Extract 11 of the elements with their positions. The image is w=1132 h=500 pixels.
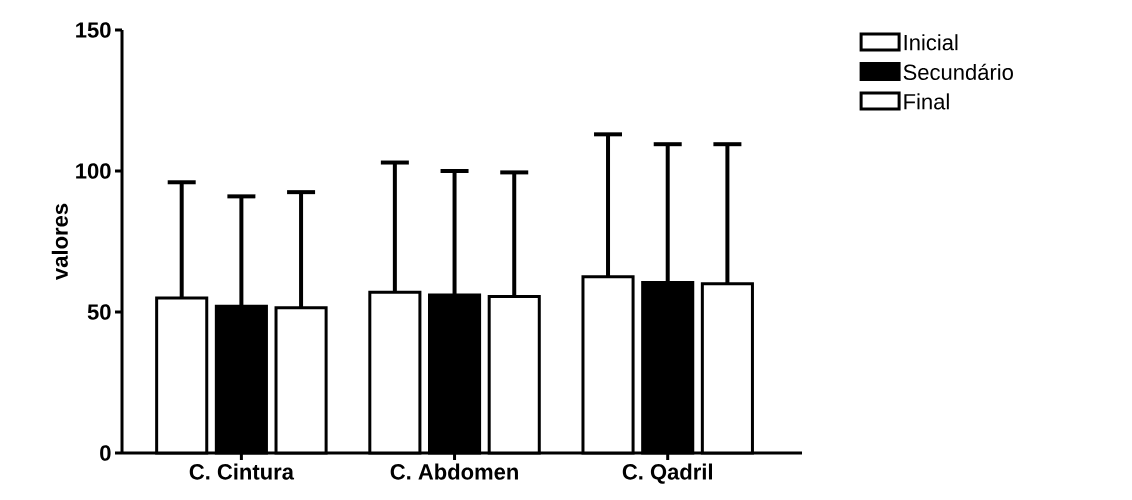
x-tick-label: C. Abdomen <box>390 463 518 480</box>
y-tick-label: 0 <box>100 445 111 461</box>
y-tick-label: 100 <box>76 163 111 179</box>
y-tick-label: 50 <box>87 304 111 320</box>
x-tick-label: C. Cintura <box>189 463 295 480</box>
legend-label: Secundário <box>903 63 1013 81</box>
legend-label: Inicial <box>904 34 958 51</box>
y-axis-title: valores <box>51 203 68 280</box>
legend-label: Final <box>904 93 949 110</box>
x-tick-label: C. Qadril <box>622 463 712 484</box>
y-tick-label: 150 <box>76 22 111 38</box>
